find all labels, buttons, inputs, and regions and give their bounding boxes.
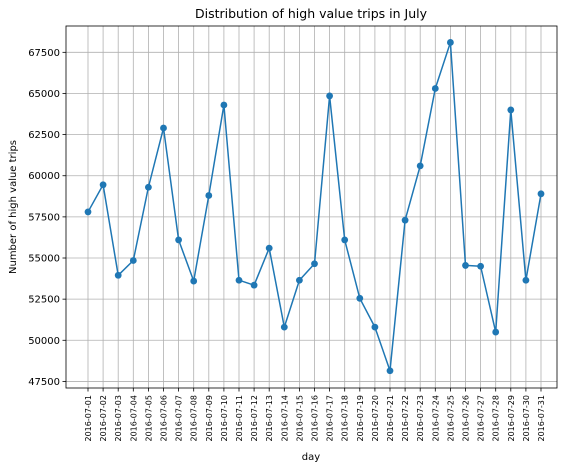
plot-frame: [65, 25, 558, 389]
x-tick-label: 2016-07-18: [341, 395, 350, 442]
data-point: [296, 276, 303, 284]
data-point: [537, 190, 545, 198]
x-tick-label: 2016-07-15: [295, 395, 304, 442]
x-tick-label: 2016-07-11: [235, 395, 244, 442]
x-tick-label: 2016-07-29: [507, 395, 516, 442]
data-point: [280, 323, 288, 331]
x-tick-label: 2016-07-07: [175, 395, 184, 442]
data-point: [356, 294, 364, 302]
data-point: [235, 276, 243, 284]
data-point: [205, 192, 213, 199]
y-tick-label: 60000: [28, 171, 60, 182]
x-tick-label: 2016-07-27: [477, 395, 486, 442]
y-tick-label: 50000: [28, 336, 60, 347]
data-point: [175, 236, 183, 244]
x-tick-label: 2016-07-24: [431, 395, 440, 442]
y-tick-label: 52500: [28, 295, 60, 306]
x-tick-label: 2016-07-06: [160, 395, 169, 442]
x-tick-label: 2016-07-21: [386, 395, 395, 442]
y-axis-label: Number of high value trips: [8, 140, 19, 274]
data-point: [386, 367, 394, 375]
x-axis: 2016-07-01 2016-07-02 2016-07-03 2016-07-04…: [84, 388, 546, 442]
x-tick-label: 2016-07-16: [311, 395, 320, 442]
data-point: [371, 323, 379, 331]
data-point: [114, 271, 122, 279]
chart-title: Distribution of high value trips in July: [195, 6, 428, 21]
x-tick-label: 2016-07-17: [326, 395, 335, 442]
data-point: [447, 39, 454, 46]
x-tick-label: 2016-07-22: [401, 395, 410, 442]
x-axis-label: day: [302, 452, 320, 463]
y-axis: 47500 50000 52500 55000 57500 60000 62500 65000…: [28, 48, 66, 388]
y-tick-label: 62500: [28, 130, 60, 141]
x-tick-label: 2016-07-31: [537, 395, 546, 442]
x-tick-label: 2016-07-19: [356, 395, 365, 442]
x-tick-label: 2016-07-01: [84, 395, 93, 442]
data-point: [522, 276, 530, 284]
data-point: [265, 244, 273, 252]
data-point: [160, 124, 167, 132]
x-tick-label: 2016-07-04: [129, 395, 138, 442]
data-point: [416, 162, 424, 170]
data-point: [220, 101, 228, 109]
y-tick-label: 65000: [28, 89, 60, 100]
x-tick-label: 2016-07-05: [144, 395, 153, 442]
x-tick-label: 2016-07-20: [371, 395, 380, 442]
data-point: [477, 262, 484, 270]
x-tick-label: 2016-07-08: [190, 395, 199, 442]
data-point: [129, 257, 137, 264]
x-tick-label: 2016-07-26: [462, 395, 471, 442]
data-point: [84, 208, 92, 216]
y-tick-label: 47500: [28, 377, 60, 388]
data-point: [401, 216, 409, 224]
x-tick-label: 2016-07-10: [220, 395, 229, 442]
x-tick-label: 2016-07-23: [416, 395, 425, 442]
x-tick-label: 2016-07-30: [522, 395, 531, 442]
x-tick-label: 2016-07-03: [114, 395, 123, 442]
x-tick-label: 2016-07-25: [446, 395, 455, 442]
x-tick-label: 2016-07-14: [280, 395, 289, 442]
data-point: [99, 181, 107, 189]
data-point: [462, 262, 469, 269]
data-point: [145, 183, 152, 191]
series-high-value-trips: [84, 39, 545, 375]
x-tick-label: 2016-07-02: [99, 395, 108, 442]
data-point: [492, 328, 500, 336]
x-tick-label: 2016-07-12: [250, 395, 259, 442]
y-tick-label: 55000: [28, 254, 60, 265]
data-point: [341, 236, 349, 244]
data-point: [311, 260, 318, 268]
y-tick-label: 57500: [28, 212, 60, 223]
y-tick-label: 67500: [28, 48, 60, 59]
data-point: [431, 85, 439, 92]
x-tick-label: 2016-07-09: [205, 395, 214, 442]
x-tick-label: 2016-07-13: [265, 395, 274, 442]
data-point: [250, 281, 258, 289]
data-point: [507, 106, 515, 114]
grid: [66, 26, 557, 388]
data-point: [190, 277, 198, 285]
data-point: [326, 92, 333, 100]
x-tick-label: 2016-07-28: [492, 395, 501, 442]
